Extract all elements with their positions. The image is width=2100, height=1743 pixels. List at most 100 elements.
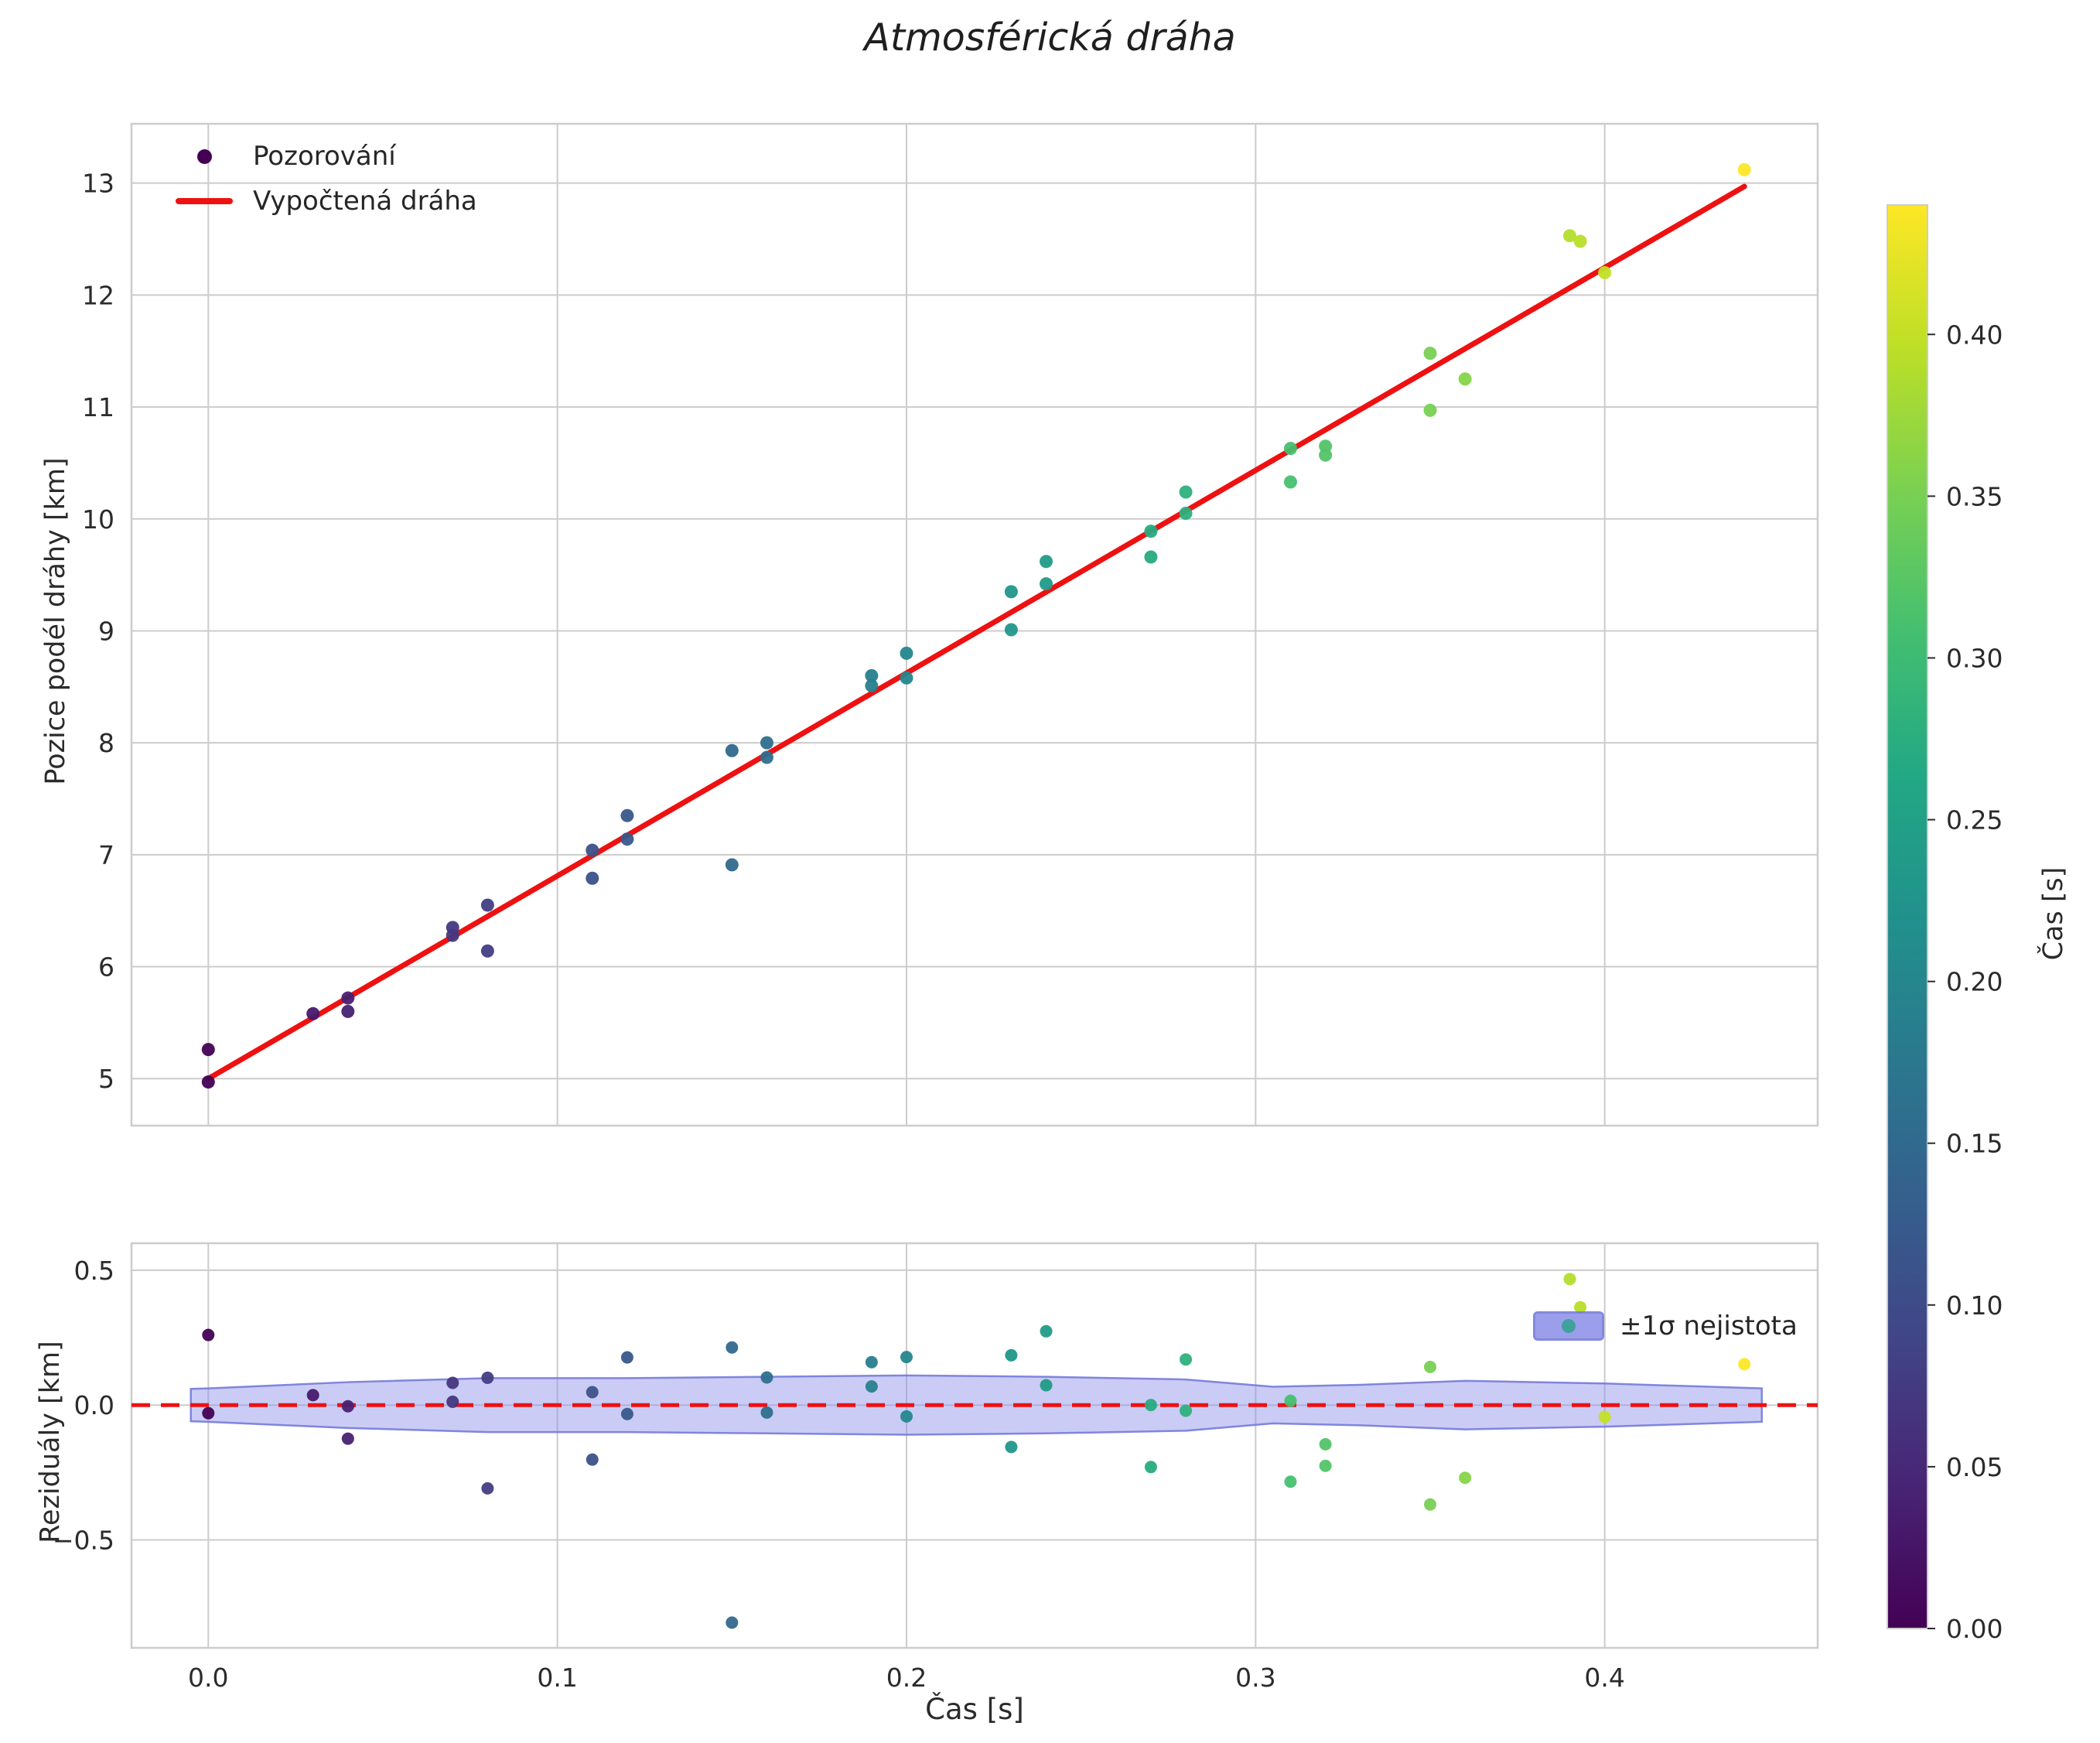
colorbar-tick-label: 0.40 — [1946, 320, 2003, 350]
colorbar-tick-label: 0.15 — [1946, 1129, 2003, 1159]
main-y-tick-label: 5 — [98, 1064, 114, 1094]
observation-point — [760, 750, 773, 764]
observation-point — [1283, 442, 1297, 456]
colorbar-label: Čas [s] — [2038, 866, 2069, 961]
observation-point — [725, 858, 739, 872]
chart-title: Atmosférická dráha — [864, 15, 1236, 60]
observation-point — [725, 743, 739, 757]
residual-y-tick-label: −0.5 — [53, 1526, 114, 1556]
observation-point — [1573, 234, 1587, 248]
observation-point — [900, 671, 913, 685]
residual-point — [620, 1407, 633, 1420]
colorbar-tick-label: 0.00 — [1946, 1614, 2003, 1644]
residual-point — [865, 1355, 878, 1369]
observation-point — [586, 843, 599, 857]
observation-point — [446, 928, 459, 942]
residual-point — [1319, 1459, 1332, 1472]
x-tick-label: 0.0 — [188, 1663, 228, 1693]
observation-point — [1423, 347, 1437, 361]
observation-point — [480, 898, 494, 912]
observation-point — [201, 1075, 215, 1089]
legend-handle — [174, 198, 234, 204]
residual-point — [1005, 1441, 1018, 1454]
observation-point — [1004, 585, 1018, 599]
residual-point — [1180, 1404, 1193, 1417]
fit-line — [205, 183, 1747, 1082]
residual-point — [1598, 1410, 1611, 1423]
residual-point — [586, 1453, 599, 1466]
residual-point — [1563, 1273, 1576, 1286]
residual-point — [481, 1482, 494, 1495]
colorbar-tick-label: 0.20 — [1946, 967, 2003, 997]
residual-point — [586, 1386, 599, 1399]
legend-label-observations: Pozorování — [253, 141, 396, 172]
observation-point — [865, 678, 879, 692]
main-y-tick-label: 9 — [98, 616, 114, 646]
x-tick-label: 0.1 — [537, 1663, 577, 1693]
uncertainty-band — [190, 1374, 1764, 1436]
legend-residual: ±1σ nejistota — [1533, 1311, 1798, 1341]
residual-point — [760, 1371, 773, 1384]
observation-point — [1040, 577, 1053, 591]
main-y-tick-label: 13 — [82, 169, 114, 199]
observation-point — [865, 668, 879, 682]
residual-point — [481, 1371, 494, 1384]
legend-entry-observations: Pozorování — [174, 141, 477, 172]
residual-point — [1284, 1475, 1297, 1488]
colorbar-tick-label: 0.35 — [1946, 481, 2003, 511]
residual-point — [202, 1406, 215, 1420]
uncertainty-band-dot-icon — [1562, 1319, 1576, 1333]
residual-point — [900, 1351, 913, 1364]
observation-point — [341, 1004, 355, 1018]
x-tick-label: 0.4 — [1584, 1663, 1624, 1693]
residual-point — [1005, 1348, 1018, 1362]
residual-point — [1040, 1379, 1053, 1392]
observation-point — [1040, 555, 1053, 569]
observation-point — [1144, 550, 1158, 564]
observation-point — [201, 1043, 215, 1057]
colorbar-tick-label: 0.25 — [1946, 805, 2003, 836]
legend-label-fit-line: Vypočtená dráha — [253, 186, 477, 217]
observation-point — [586, 871, 599, 885]
colorbar-tick-label: 0.05 — [1946, 1452, 2003, 1482]
residual-point — [341, 1432, 354, 1445]
residual-point — [1040, 1324, 1053, 1338]
observation-point — [1458, 372, 1472, 386]
residual-axes-border — [130, 1242, 1819, 1649]
residual-point — [865, 1380, 878, 1393]
uncertainty-band-swatch-icon — [1533, 1311, 1604, 1341]
colorbar-tick-label: 0.10 — [1946, 1290, 2003, 1321]
main-y-tick-label: 6 — [98, 952, 114, 983]
residual-y-tick-label: 0.0 — [74, 1390, 114, 1420]
residual-point — [620, 1351, 633, 1364]
legend-label-uncertainty: ±1σ nejistota — [1620, 1311, 1798, 1341]
observation-point — [480, 944, 494, 958]
residual-point — [726, 1616, 739, 1629]
residual-point — [1180, 1353, 1193, 1366]
residual-point — [1284, 1394, 1297, 1407]
legend-main: Pozorování Vypočtená dráha — [174, 141, 477, 217]
residual-point — [1424, 1498, 1437, 1511]
observation-point — [620, 832, 634, 846]
observation-point — [341, 991, 355, 1005]
legend-handle — [174, 149, 234, 164]
fit-line-marker-icon — [176, 198, 233, 204]
residual-point — [202, 1328, 215, 1341]
observation-point — [306, 1006, 320, 1020]
observation-point — [620, 808, 634, 822]
observation-point — [1179, 507, 1193, 521]
residual-point — [760, 1406, 773, 1419]
residual-point — [900, 1410, 913, 1423]
observation-point — [1004, 623, 1018, 637]
residual-point — [341, 1400, 354, 1413]
observation-point — [1283, 475, 1297, 489]
residual-point — [1424, 1360, 1437, 1373]
residual-point — [726, 1341, 739, 1354]
observation-point — [1179, 485, 1193, 499]
main-axes-border — [130, 122, 1819, 1127]
x-tick-label: 0.3 — [1235, 1663, 1275, 1693]
observations-marker-icon — [196, 149, 212, 164]
observation-point — [1563, 229, 1577, 243]
